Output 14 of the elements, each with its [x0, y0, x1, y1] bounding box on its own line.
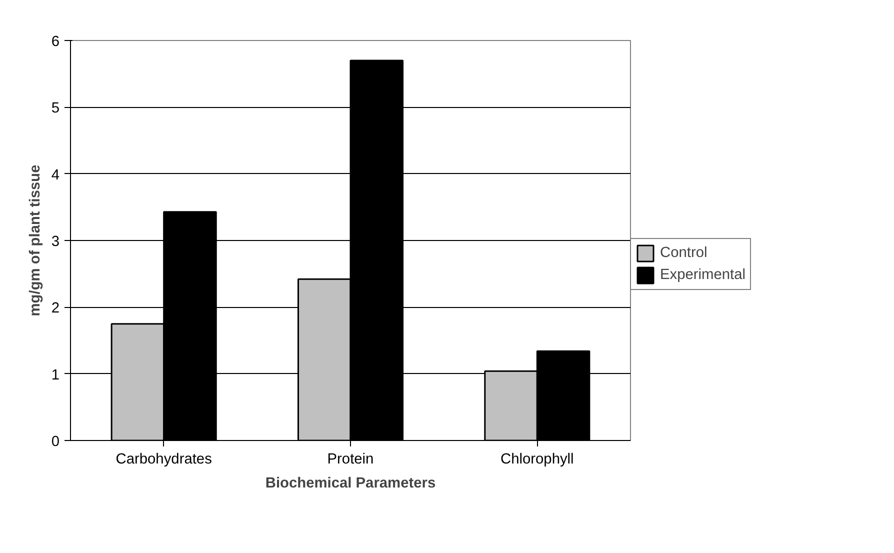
y-tick-label: 1	[51, 367, 60, 384]
legend-label: Control	[660, 245, 708, 261]
x-tick-label: Chlorophyll	[500, 452, 574, 468]
legend-label: Experimental	[660, 267, 746, 283]
x-axis-title: Biochemical Parameters	[265, 476, 436, 492]
y-tick-label: 2	[51, 300, 60, 317]
y-tick-label: 6	[51, 34, 60, 50]
y-tick-label: 5	[51, 100, 60, 117]
x-tick-label: Protein	[327, 452, 374, 468]
y-tick-label: 4	[51, 167, 60, 184]
y-tick-label: 0	[51, 434, 60, 450]
y-axis-title: mg/gm of plant tissue	[27, 164, 44, 316]
y-tick-label: 3	[51, 234, 60, 250]
x-tick-label: Carbohydrates	[116, 452, 212, 468]
